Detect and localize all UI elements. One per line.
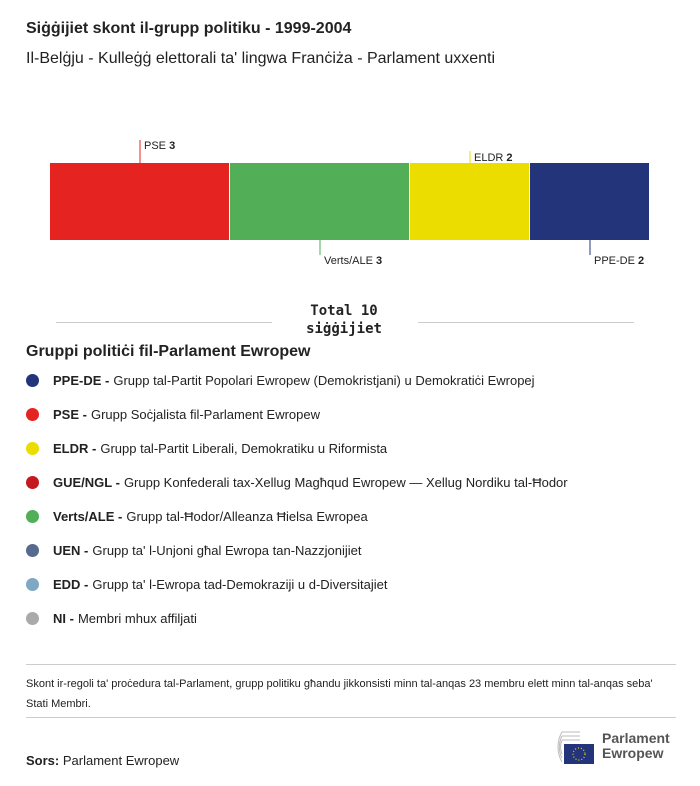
total-unit: siġġijiet	[306, 321, 382, 337]
legend-dot	[26, 476, 39, 489]
data-label: PSE 3	[144, 140, 175, 152]
legend-abbr: PSE -	[53, 407, 87, 422]
legend-name: Grupp tal-Partit Popolari Ewropew (Demok…	[113, 373, 535, 388]
legend-dot	[26, 374, 39, 387]
divider	[418, 322, 634, 323]
legend-dot	[26, 408, 39, 421]
legend-item: GUE/NGL - Grupp Konfederali tax-Xellug Ma…	[26, 475, 568, 490]
legend-dot	[26, 442, 39, 455]
legend-item: Verts/ALE - Grupp tal-Ħodor/Alleanza Ħiel…	[26, 509, 368, 524]
data-label: ELDR 2	[474, 152, 513, 164]
bar-segment-ppe-de	[530, 163, 649, 240]
chart-title: Siġġijiet skont il-grupp politiku - 1999…	[26, 20, 352, 37]
legend-abbr: UEN -	[53, 543, 89, 558]
parliament-logo-icon	[557, 731, 594, 764]
data-label: Verts/ALE 3	[324, 255, 382, 267]
legend-name: Grupp tal-Partit Liberali, Demokratiku u…	[100, 441, 388, 456]
legend-abbr: EDD -	[53, 577, 89, 592]
divider	[26, 717, 676, 718]
source-label: Sors:	[26, 753, 60, 768]
legend-name: Grupp ta' l-Ewropa tad-Demokraziji u d-D…	[92, 577, 388, 592]
source-value: Parlament Ewropew	[62, 753, 180, 768]
logo-text-line2: Ewropew	[602, 745, 664, 761]
source: Sors: Parlament Ewropew	[26, 753, 179, 768]
divider	[26, 664, 676, 665]
legend-name: Grupp Konfederali tax-Xellug Magħqud Ewr…	[123, 475, 568, 490]
legend-name: Grupp ta' l-Unjoni għal Ewropa tan-Nazzj…	[92, 543, 362, 558]
legend-abbr: ELDR -	[53, 441, 97, 456]
legend-item: PSE - Grupp Soċjalista fil-Parlament Ewro…	[26, 407, 320, 422]
total-label: Total 10 siġġijiet	[270, 302, 418, 338]
bar-segment-verts-ale	[230, 163, 409, 240]
divider	[56, 322, 272, 323]
legend-item: ELDR - Grupp tal-Partit Liberali, Demokra…	[26, 441, 387, 456]
data-label: PPE-DE 2	[594, 255, 644, 267]
legend-name: Grupp Soċjalista fil-Parlament Ewropew	[90, 407, 321, 422]
bar-segment-eldr	[410, 163, 529, 240]
legend-dot	[26, 578, 39, 591]
legend-name: Grupp tal-Ħodor/Alleanza Ħielsa Ewropea	[126, 509, 368, 524]
legend-abbr: NI -	[53, 611, 74, 626]
logo: Parlament Ewropew	[530, 728, 670, 764]
logo-text-line1: Parlament	[602, 730, 670, 746]
legend-abbr: PPE-DE -	[53, 373, 110, 388]
legend-dot	[26, 544, 39, 557]
legend-item: PPE-DE - Grupp tal-Partit Popolari Ewrope…	[26, 373, 535, 388]
legend-item: EDD - Grupp ta' l-Ewropa tad-Demokraziji …	[26, 577, 387, 592]
total-value: Total 10	[310, 303, 378, 319]
legend-name: Membri mhux affiljati	[77, 611, 197, 626]
legend-item: UEN - Grupp ta' l-Unjoni għal Ewropa tan-…	[26, 543, 362, 558]
legend-title: Gruppi politiċi fil-Parlament Ewropew	[26, 343, 311, 360]
legend-abbr: GUE/NGL -	[53, 475, 120, 490]
footnote: Skont ir-regoli ta' proċedura tal-Parlam…	[26, 678, 653, 710]
legend-item: NI - Membri mhux affiljati	[26, 611, 197, 626]
legend-dot	[26, 510, 39, 523]
bar-segment-pse	[50, 163, 229, 240]
legend-dot	[26, 612, 39, 625]
legend-abbr: Verts/ALE -	[53, 509, 123, 524]
stacked-bar-chart: PSE 3 Verts/ALE 3 ELDR 2 PPE-DE 2	[50, 140, 649, 267]
chart-subtitle: Il-Belġju - Kulleġġ elettorali ta' lingw…	[26, 50, 496, 67]
